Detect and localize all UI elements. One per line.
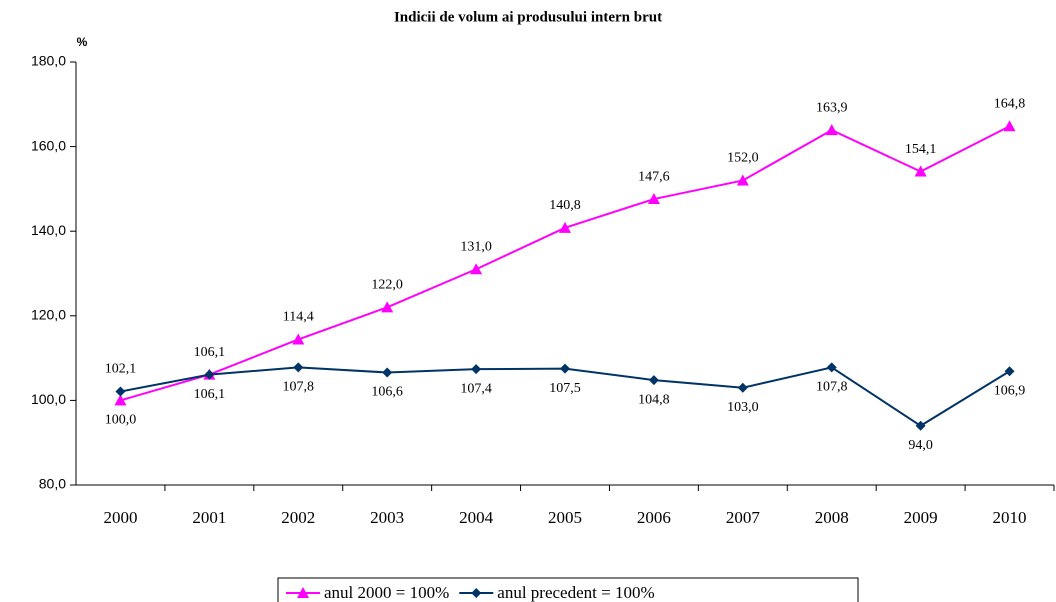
data-label: 102,1 — [105, 362, 137, 377]
x-tick-label: 2005 — [548, 508, 582, 527]
marker — [292, 333, 305, 345]
marker — [737, 382, 748, 393]
marker — [471, 364, 482, 375]
data-label: 164,8 — [994, 97, 1026, 112]
marker — [470, 263, 483, 275]
data-label: 107,5 — [549, 381, 581, 396]
marker — [204, 369, 215, 380]
data-label: 107,8 — [283, 380, 315, 395]
marker — [297, 587, 309, 598]
data-label: 106,1 — [194, 387, 226, 402]
data-label: 154,1 — [905, 142, 937, 157]
data-label: 114,4 — [283, 310, 314, 325]
marker — [293, 362, 304, 373]
marker — [1003, 120, 1016, 132]
marker — [1004, 366, 1015, 377]
marker — [647, 193, 660, 205]
series-line — [120, 125, 1010, 402]
y-tick-label: 100,0 — [31, 391, 66, 407]
x-tick-label: 2001 — [192, 508, 226, 527]
x-tick-label: 2010 — [993, 508, 1027, 527]
x-tick-label: 2007 — [726, 508, 761, 527]
y-tick-label: 180,0 — [31, 53, 66, 69]
data-label: 152,0 — [727, 151, 759, 166]
x-tick-label: 2008 — [815, 508, 849, 527]
data-label: 106,1 — [194, 345, 226, 360]
x-tick-label: 2002 — [281, 508, 315, 527]
y-tick-label: 80,0 — [39, 476, 66, 492]
data-label: 107,4 — [460, 381, 492, 396]
x-tick-label: 2006 — [637, 508, 671, 527]
marker — [559, 221, 571, 233]
marker — [648, 375, 659, 386]
series-line — [120, 366, 1011, 427]
data-label: 131,0 — [460, 239, 492, 254]
marker — [826, 362, 837, 373]
marker — [114, 394, 127, 406]
data-label: 122,0 — [371, 278, 403, 293]
x-tick-label: 2003 — [370, 508, 404, 527]
marker — [560, 363, 570, 374]
x-tick-label: 2004 — [459, 508, 494, 527]
chart-title: Indicii de volum ai produsului intern br… — [394, 9, 662, 25]
legend-label: anul precedent = 100% — [497, 583, 654, 602]
data-label: 106,9 — [994, 383, 1026, 398]
marker — [471, 588, 482, 598]
marker — [915, 420, 926, 431]
data-label: 100,0 — [105, 413, 137, 428]
marker — [736, 174, 749, 186]
data-label: 147,6 — [638, 169, 670, 184]
marker — [914, 165, 927, 177]
y-tick-label: 160,0 — [31, 137, 66, 153]
legend-label: anul 2000 = 100% — [324, 583, 449, 602]
data-label: 107,8 — [816, 380, 848, 395]
data-label: 163,9 — [816, 100, 848, 115]
y-axis-label: % — [77, 35, 88, 49]
y-tick-label: 140,0 — [31, 222, 66, 238]
data-label: 94,0 — [908, 438, 933, 453]
marker — [381, 301, 394, 313]
data-label: 140,8 — [549, 198, 581, 213]
data-label: 104,8 — [638, 392, 670, 407]
data-label: 106,6 — [371, 385, 403, 400]
marker — [825, 124, 838, 136]
marker — [115, 386, 126, 397]
y-tick-label: 120,0 — [31, 307, 66, 323]
x-tick-label: 2000 — [103, 508, 137, 527]
legend-box — [277, 577, 859, 602]
x-tick-label: 2009 — [904, 508, 938, 527]
marker — [382, 367, 393, 378]
data-label: 103,0 — [727, 400, 759, 415]
